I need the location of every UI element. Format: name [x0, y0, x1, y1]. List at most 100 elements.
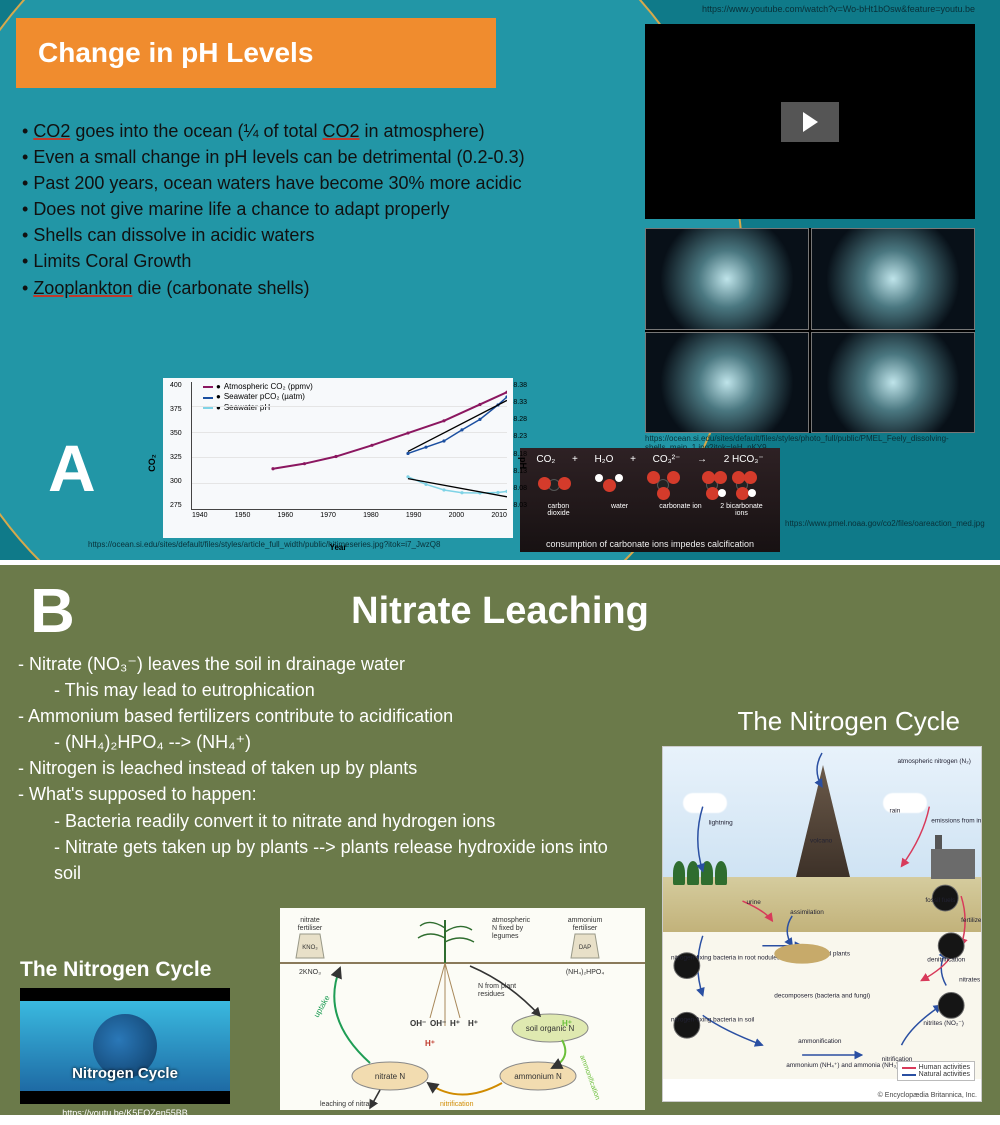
svg-text:legumes: legumes	[492, 933, 519, 940]
mol-co3	[647, 471, 681, 499]
center-diagram-svg: nitratefertiliserKNO₃2KNO₃ammoniumfertil…	[280, 908, 645, 1110]
mol-h2o	[593, 471, 627, 499]
bullet-item: Shells can dissolve in acidic waters	[16, 222, 606, 248]
svg-text:emissions from industrial comb: emissions from industrial combustion and…	[931, 818, 981, 825]
x-axis-label: Year	[330, 543, 347, 552]
bullet-item: Limits Coral Growth	[16, 248, 606, 274]
bullet-item: - Nitrogen is leached instead of taken u…	[18, 755, 638, 781]
left-thumb-url: https://youtu.be/K5EOZen55BB	[20, 1108, 230, 1115]
x-ticks: 19401950196019701980199020002010	[192, 512, 507, 519]
svg-text:N from plant: N from plant	[478, 983, 516, 990]
shell-img-1	[645, 228, 809, 330]
mol-2hco3	[702, 471, 762, 499]
svg-text:leaching of nitrate: leaching of nitrate	[320, 1101, 375, 1108]
svg-text:uptake: uptake	[312, 993, 332, 1019]
video-source-url: https://www.youtube.com/watch?v=Wo-bHt1b…	[702, 4, 975, 14]
svg-text:(NH₄)₂HPO₄: (NH₄)₂HPO₄	[566, 969, 605, 976]
bullet-item: - Bacteria readily convert it to nitrate…	[18, 808, 638, 834]
svg-text:ammonium: ammonium	[568, 917, 603, 924]
left-thumb-title: The Nitrogen Cycle	[20, 958, 230, 982]
shell-image-grid	[645, 228, 975, 433]
bullet-item: Even a small change in pH levels can be …	[16, 144, 606, 170]
svg-text:ammonium (NH₄⁺) and ammonia (N: ammonium (NH₄⁺) and ammonia (NH₃)	[786, 1062, 898, 1069]
equation-source-url: https://www.pmel.noaa.gov/co2/files/oare…	[785, 520, 975, 529]
svg-text:nitrogen-fixing bacteria in ro: nitrogen-fixing bacteria in root nodules	[671, 955, 780, 962]
bullet-item: Past 200 years, ocean waters have become…	[16, 170, 606, 196]
chart-source-url: https://ocean.si.edu/sites/default/files…	[88, 540, 440, 549]
diagram-footer: © Encyclopædia Britannica, Inc.	[878, 1092, 977, 1099]
svg-text:fertiliser: fertiliser	[573, 925, 598, 932]
svg-text:atmospheric: atmospheric	[492, 917, 531, 924]
bullet-item: CO2 goes into the ocean (¼ of total CO2 …	[16, 118, 606, 144]
svg-text:lightning: lightning	[709, 820, 733, 827]
svg-text:decomposers (bacteria and fung: decomposers (bacteria and fungi)	[774, 992, 870, 999]
slide-a-bullets: CO2 goes into the ocean (¼ of total CO2 …	[16, 118, 606, 301]
bullet-item: - This may lead to eutrophication	[18, 677, 638, 703]
svg-text:nitrate N: nitrate N	[375, 1072, 405, 1081]
slide-b-container: B Nitrate Leaching - Nitrate (NO₃⁻) leav…	[0, 560, 1000, 1115]
svg-text:fertilizer: fertilizer	[961, 917, 981, 924]
svg-text:OH⁻: OH⁻	[410, 1019, 426, 1028]
nitrogen-cycle-diagram: atmospheric nitrogen (N₂) lightning volcan…	[662, 746, 982, 1102]
chart-plot-area: 400375350325300275 8.388.338.288.238.188…	[191, 382, 507, 510]
slide-b-title: Nitrate Leaching	[18, 590, 982, 633]
bullet-item: - (NH₄)₂HPO₄ --> (NH₄⁺)	[18, 729, 638, 755]
slide-a-title-text: Change in pH Levels	[38, 37, 313, 69]
svg-text:denitrification: denitrification	[927, 957, 965, 964]
panel-label-a: A	[48, 430, 96, 506]
left-thumb-image[interactable]: Nitrogen Cycle MooMooMath and Science	[20, 988, 230, 1104]
thumb-channel: MooMooMath and Science	[20, 1093, 230, 1102]
play-button[interactable]	[781, 102, 839, 142]
svg-text:atmospheric nitrogen (N₂): atmospheric nitrogen (N₂)	[898, 758, 971, 765]
svg-text:N fixed by: N fixed by	[492, 925, 524, 932]
bullet-item: - Ammonium based fertilizers contribute …	[18, 703, 638, 729]
molecule-row	[528, 467, 772, 503]
svg-text:KNO₃: KNO₃	[302, 945, 318, 951]
svg-text:nitrification: nitrification	[440, 1101, 474, 1108]
shell-img-4	[811, 332, 975, 434]
svg-text:H⁺: H⁺	[425, 1039, 435, 1048]
svg-text:volcano: volcano	[810, 837, 833, 844]
svg-text:H⁺: H⁺	[450, 1019, 460, 1028]
bullet-item: Zooplankton die (carbonate shells)	[16, 275, 606, 301]
svg-text:rain: rain	[890, 808, 901, 815]
diagram-legend: Human activitiesNatural activities	[897, 1061, 975, 1081]
video-player[interactable]	[645, 24, 975, 219]
nitrogen-cycle-video-block: The Nitrogen Cycle Nitrogen Cycle MooMoo…	[20, 958, 230, 1115]
svg-text:ammonification: ammonification	[578, 1054, 601, 1101]
co2-ph-chart: ● Atmospheric CO₂ (ppmv)● Seawater pCO₂ …	[163, 378, 513, 538]
bullet-item: - What's supposed to happen:	[18, 781, 638, 807]
slide-a-container: A Change in pH Levels https://www.youtub…	[0, 0, 1000, 563]
svg-text:OH⁻: OH⁻	[430, 1019, 446, 1028]
svg-text:nitrate: nitrate	[300, 917, 320, 924]
svg-text:nitrites (NO₂⁻): nitrites (NO₂⁻)	[923, 1020, 964, 1027]
svg-text:fertiliser: fertiliser	[298, 925, 323, 932]
slide-a-title: Change in pH Levels	[16, 18, 496, 88]
y-axis-left-label: CO₂	[147, 454, 157, 472]
bullet-item: - Nitrate gets taken up by plants --> pl…	[18, 834, 638, 886]
molecule-labels: carbon dioxidewatercarbonate ion2 bicarb…	[528, 503, 772, 517]
panel-label-b: B	[30, 576, 75, 647]
carbonate-equation-panel: CO₂+H₂O+CO₃²⁻→2 HCO₃⁻ carbon dioxidewate…	[520, 448, 780, 552]
svg-text:H⁺: H⁺	[468, 1019, 478, 1028]
chart-svg	[192, 382, 507, 510]
equation-footer: consumption of carbonate ions impedes ca…	[520, 539, 780, 549]
right-diagram-title: The Nitrogen Cycle	[737, 706, 960, 737]
svg-text:DAP: DAP	[579, 945, 591, 951]
shell-img-3	[645, 332, 809, 434]
svg-text:2KNO₃: 2KNO₃	[299, 969, 321, 976]
bullet-item: - Nitrate (NO₃⁻) leaves the soil in drai…	[18, 651, 638, 677]
svg-text:urine: urine	[746, 899, 761, 906]
svg-text:H⁺: H⁺	[562, 1019, 572, 1028]
svg-text:ammonium N: ammonium N	[514, 1072, 562, 1081]
shell-img-2	[811, 228, 975, 330]
equation-formula: CO₂+H₂O+CO₃²⁻→2 HCO₃⁻	[528, 454, 772, 465]
right-diagram-svg: atmospheric nitrogen (N₂) lightning volcan…	[663, 747, 981, 1101]
svg-text:fossil fuels: fossil fuels	[925, 897, 955, 904]
mol-co2	[538, 471, 572, 499]
y-ticks-right: 8.388.338.288.238.188.138.088.03	[513, 382, 527, 509]
svg-text:nitrates (NO₃⁻): nitrates (NO₃⁻)	[959, 977, 981, 984]
play-icon	[803, 112, 818, 132]
y-ticks-left: 400375350325300275	[170, 382, 182, 509]
bullet-item: Does not give marine life a chance to ad…	[16, 196, 606, 222]
